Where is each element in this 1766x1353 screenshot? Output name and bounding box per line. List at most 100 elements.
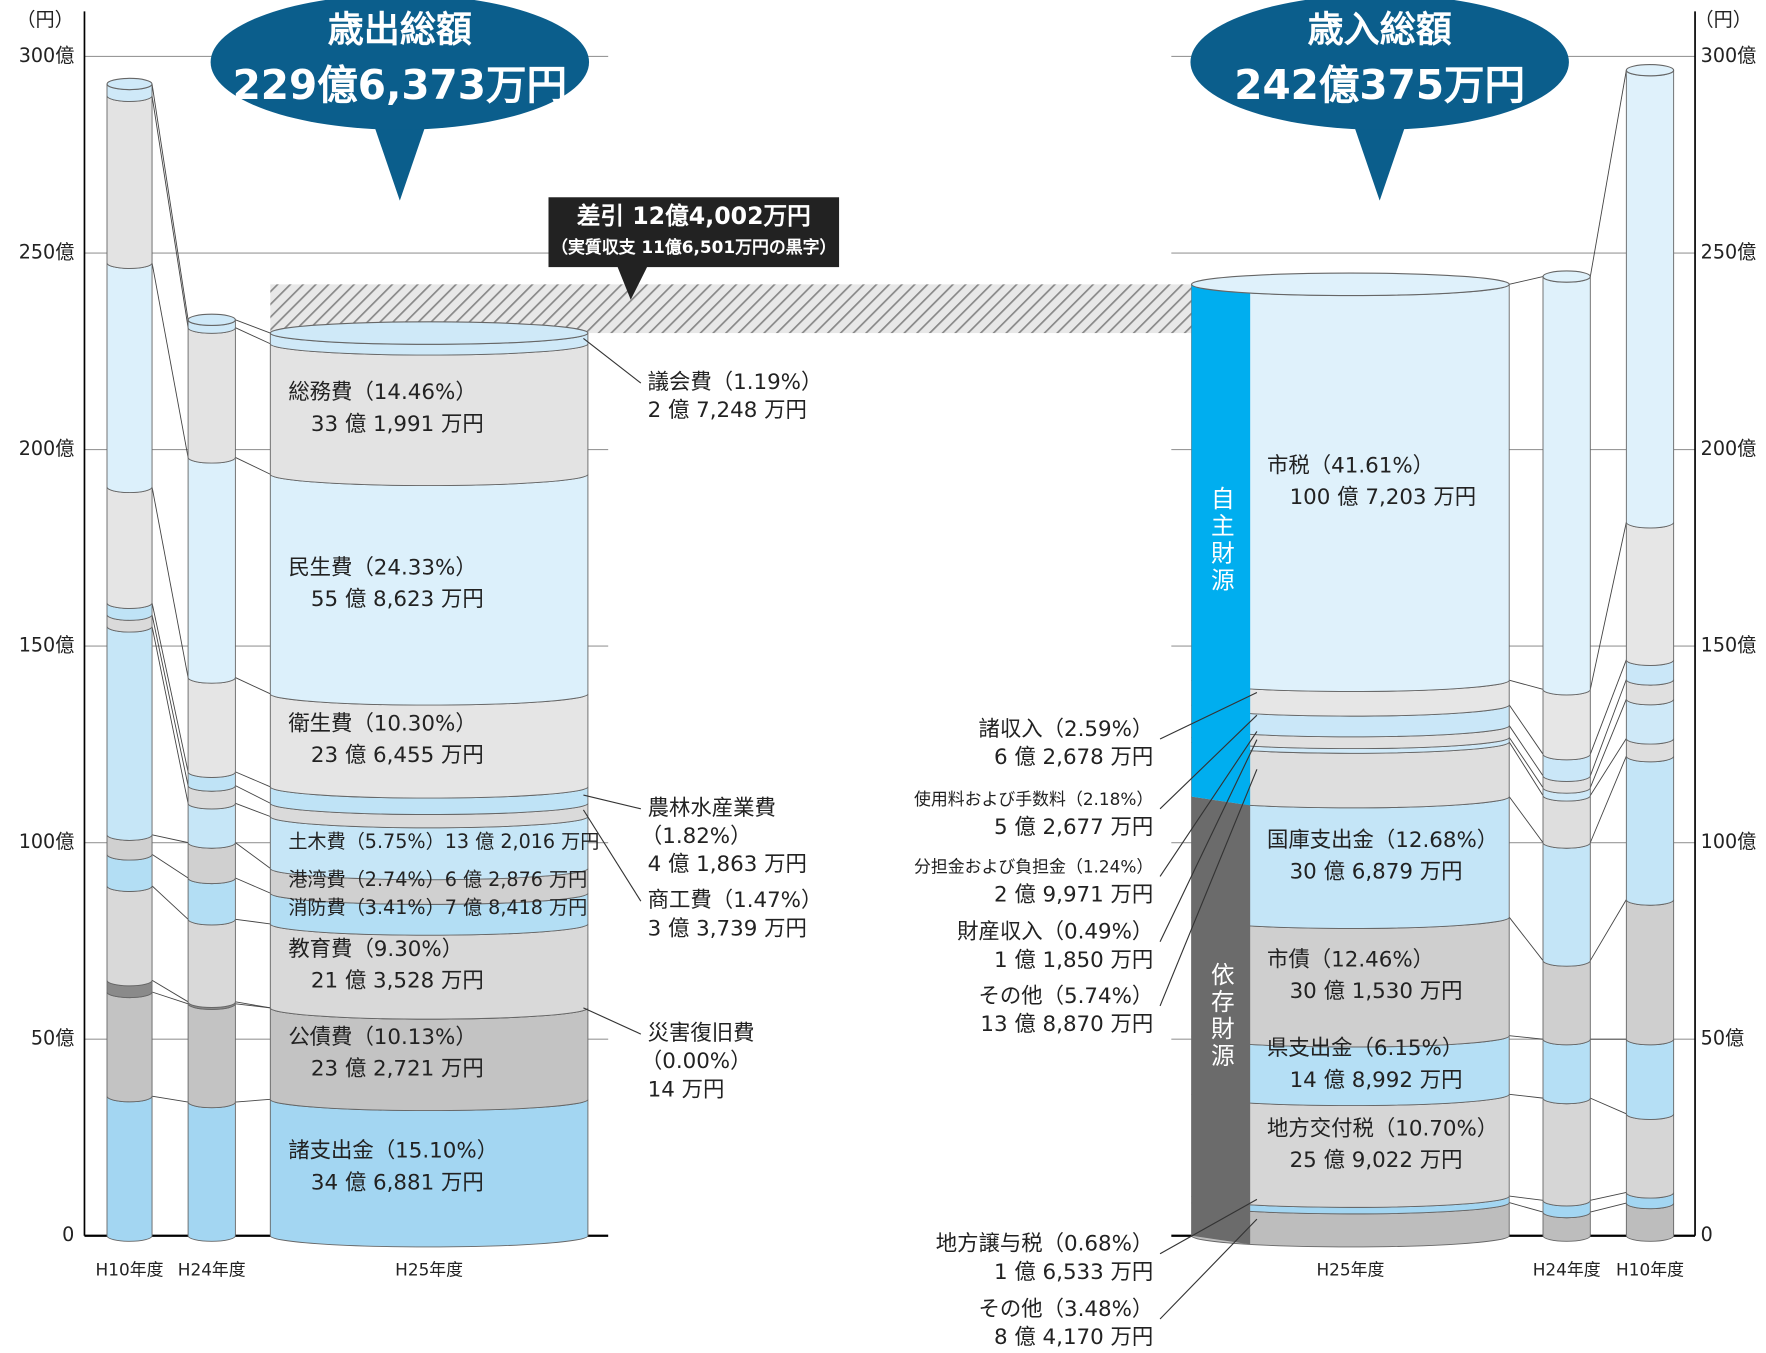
series-name: 商工費 (648, 888, 712, 913)
y-tick-label: 50億 (1701, 1027, 1744, 1050)
y-tick-label: 0 (62, 1223, 74, 1246)
connector (1589, 522, 1627, 690)
segment (1625, 756, 1675, 906)
annotation-label: 差引 12億4,002万円 (577, 202, 811, 230)
series-name: 諸収入 (979, 717, 1043, 742)
segment (1625, 1039, 1675, 1120)
segment (1625, 1113, 1675, 1199)
leader-line (1159, 1218, 1258, 1320)
series-name: 総務費 (288, 380, 352, 405)
share-label: （24.33%） (352, 555, 476, 580)
value-label: 21 億 3,528 万円 (311, 969, 484, 994)
y-unit: （円） (16, 8, 73, 31)
leader-line (583, 794, 641, 810)
connector (151, 834, 189, 844)
balloon (1190, 0, 1569, 130)
value-label: 14 億 8,992 万円 (1290, 1068, 1463, 1093)
series-name: その他 (979, 1297, 1043, 1322)
series-name: 地方交付税 (1267, 1116, 1374, 1141)
value-label: 25 億 9,022 万円 (1290, 1148, 1463, 1173)
y-tick-label: 150億 (19, 634, 75, 657)
value-label: 100 億 7,203 万円 (1290, 485, 1476, 510)
connector (151, 95, 189, 328)
series-name: 民生費 (288, 555, 352, 580)
connector (235, 1001, 271, 1009)
series-name: 国庫支出金 (1267, 828, 1374, 853)
segment (187, 1003, 236, 1109)
value-label: 7 億 8,418 万円 (445, 896, 588, 919)
leader-line (1159, 739, 1258, 942)
x-tick-label: H25年度 (395, 1260, 463, 1280)
segment (1542, 689, 1591, 761)
y-tick-label: 200億 (19, 437, 75, 460)
cylinder-top (1625, 64, 1675, 77)
value-label: 13 億 2,016 万円 (445, 830, 600, 853)
series-name: 消防費 (288, 896, 345, 919)
share-label: （3.41%） (346, 896, 445, 919)
segment (1542, 276, 1591, 696)
value-label: 55 億 8,623 万円 (311, 587, 484, 612)
value-label: 30 億 6,879 万円 (1290, 860, 1463, 885)
series-name: 公債費 (288, 1025, 352, 1050)
segment (106, 626, 153, 841)
balloon-total: 242億375万円 (1234, 61, 1525, 109)
series-name: 土木費 (288, 830, 345, 853)
connector (235, 771, 271, 788)
connector (1509, 679, 1544, 690)
group-label: 依存財源 (1207, 962, 1235, 1070)
y-tick-label: 250億 (19, 241, 75, 264)
connector (235, 457, 271, 475)
connector (1508, 741, 1544, 796)
value-label: 33 億 1,991 万円 (311, 412, 484, 437)
segment (1625, 699, 1675, 745)
segment (106, 1096, 153, 1242)
segment (1542, 1039, 1591, 1105)
series-name: 諸支出金 (288, 1139, 374, 1164)
value-label: 6 億 2,678 万円 (994, 745, 1153, 770)
connector (151, 602, 189, 772)
leader-line (583, 1007, 642, 1035)
connector (1589, 679, 1627, 776)
segment (106, 885, 153, 987)
y-tick-label: 250億 (1701, 241, 1757, 264)
series-name: 教育費 (288, 937, 352, 962)
segment (106, 95, 153, 269)
x-tick-label: H10年度 (1616, 1260, 1684, 1280)
balloon-title: 歳出総額 (328, 10, 472, 51)
value-label: 2 億 9,971 万円 (994, 883, 1153, 908)
connector (235, 319, 271, 334)
share-label: （2.18%） (1066, 789, 1153, 809)
series-name: その他 (979, 984, 1043, 1009)
segment (1542, 960, 1591, 1046)
balloon-total: 229億6,373万円 (233, 61, 567, 109)
x-tick-label: H24年度 (1533, 1260, 1601, 1280)
y-tick-label: 100億 (1701, 830, 1757, 853)
connector (1508, 916, 1544, 961)
share-label: （5.74%） (1043, 984, 1154, 1009)
connector (1508, 725, 1544, 777)
share-label: （2.59%） (1043, 717, 1154, 742)
connector (1589, 698, 1627, 788)
connector (1508, 737, 1544, 788)
share-label: （15.10%） (374, 1139, 498, 1164)
share-label: （1.47%） (712, 888, 823, 913)
y-tick-label: 300億 (1701, 44, 1757, 67)
value-label: 23 億 2,721 万円 (311, 1056, 484, 1081)
connector (151, 614, 189, 786)
series-name: 使用料および手数料 (914, 789, 1066, 809)
segment (187, 1101, 236, 1242)
share-label: （5.75%） (346, 830, 445, 853)
value-label: 34 億 6,881 万円 (311, 1170, 484, 1195)
leader-line (582, 809, 642, 902)
cylinder-top (269, 321, 589, 345)
segment (1625, 70, 1675, 529)
share-label: （3.48%） (1043, 1297, 1154, 1322)
segment (1625, 899, 1675, 1046)
balloon-pointer (1351, 118, 1408, 201)
share-label: （2.74%） (346, 868, 445, 891)
connector (1589, 755, 1627, 843)
connector (1589, 899, 1627, 961)
connector (235, 785, 271, 804)
